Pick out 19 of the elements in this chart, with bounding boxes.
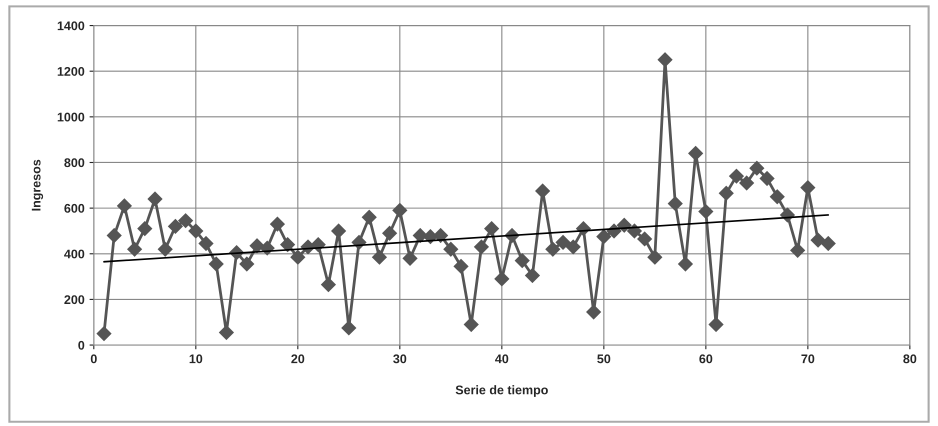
x-tick-label: 40 bbox=[495, 354, 508, 364]
y-tick-label: 1400 bbox=[58, 21, 84, 30]
y-axis-title: Ingresos bbox=[32, 160, 44, 211]
y-tick-label: 200 bbox=[64, 295, 84, 304]
y-tick-label: 600 bbox=[64, 204, 84, 213]
x-tick-label: 20 bbox=[291, 354, 304, 364]
x-tick-label: 60 bbox=[699, 354, 712, 364]
x-tick-label: 0 bbox=[90, 354, 97, 364]
x-axis-title: Serie de tiempo bbox=[456, 385, 548, 397]
y-tick-label: 1200 bbox=[58, 67, 84, 76]
x-tick-label: 30 bbox=[393, 354, 406, 364]
y-tick-label: 400 bbox=[64, 250, 84, 258]
x-tick-label: 70 bbox=[801, 354, 814, 364]
x-tick-label: 80 bbox=[903, 354, 916, 364]
y-tick-label: 1000 bbox=[58, 112, 84, 122]
x-tick-label: 10 bbox=[190, 354, 202, 364]
x-tick-label: 50 bbox=[597, 354, 610, 364]
y-tick-label: 0 bbox=[78, 340, 84, 350]
y-tick-label: 800 bbox=[64, 158, 84, 168]
